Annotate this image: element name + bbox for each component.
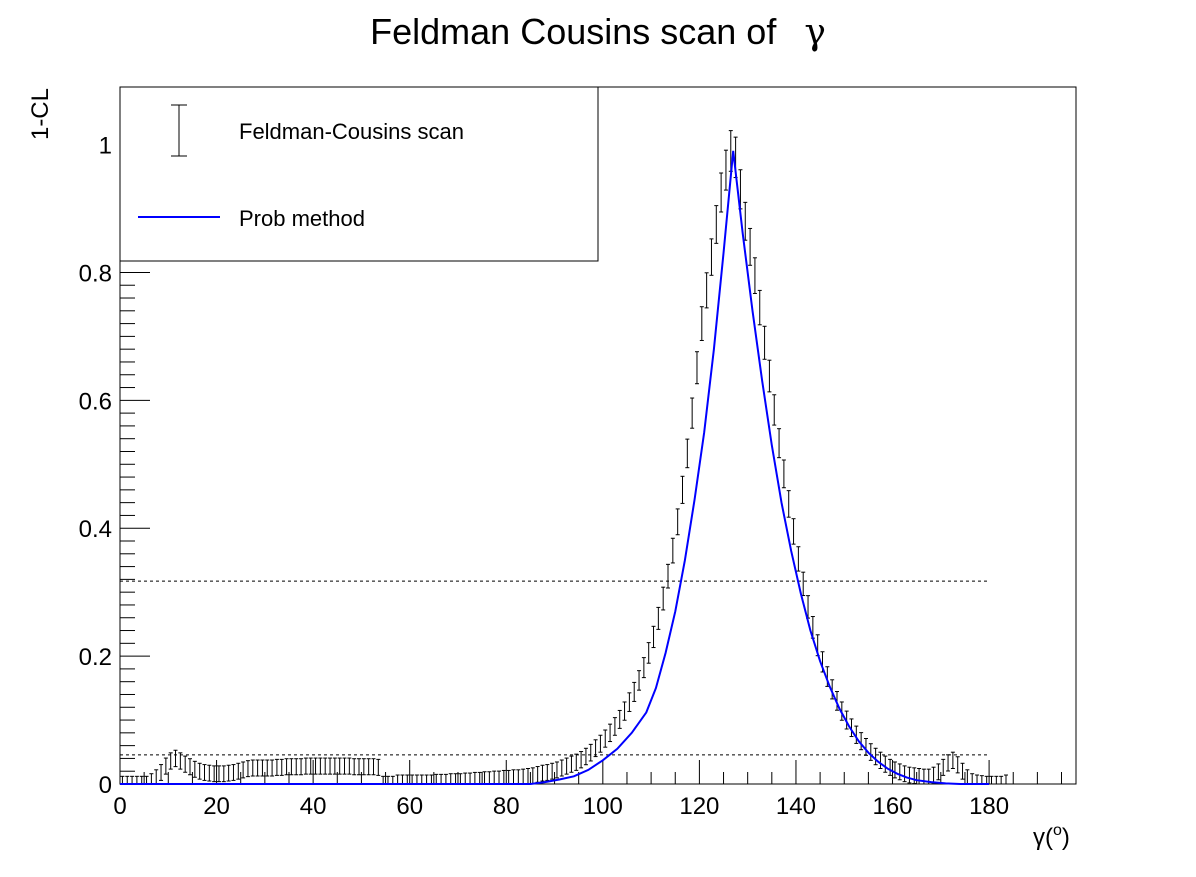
- legend-entry-fc: Feldman-Cousins scan: [171, 104, 464, 157]
- x-tick-label: 160: [873, 793, 913, 820]
- y-tick-label: 0.4: [79, 516, 112, 543]
- y-tick-label: 0.2: [79, 644, 112, 671]
- x-tick-label: 100: [583, 793, 623, 820]
- y-axis-label: 1-CL: [27, 88, 54, 140]
- y-tick-label: 0.8: [79, 260, 112, 287]
- x-tick-label: 20: [203, 793, 230, 820]
- x-tick-label: 40: [300, 793, 327, 820]
- x-tick-label: 180: [969, 793, 1009, 820]
- y-tick-label: 1: [99, 133, 112, 160]
- legend-box: [119, 86, 599, 262]
- legend: Feldman-Cousins scan Prob method: [119, 86, 599, 262]
- prob-method-line: [120, 150, 990, 785]
- chart-title-text: Feldman Cousins scan of: [370, 11, 777, 52]
- legend-fc-label: Feldman-Cousins scan: [239, 119, 464, 144]
- chart-title-symbol: γ: [804, 12, 826, 53]
- plot-area: 0 20 40 60 80 100 120 140 160 180 0 0.2 0.4 0.6 0.8 1: [79, 86, 1077, 820]
- x-tick-label: 140: [776, 793, 816, 820]
- y-tick-label: 0: [99, 772, 112, 799]
- x-tick-label: 80: [493, 793, 520, 820]
- x-tick-label: 60: [396, 793, 423, 820]
- x-axis-label: γ(o): [1033, 822, 1070, 851]
- chart-title: Feldman Cousins scan of γ: [370, 11, 826, 53]
- x-axis-label-main: γ(: [1033, 824, 1053, 851]
- legend-entry-prob: Prob method: [138, 206, 365, 231]
- x-tick-label: 120: [679, 793, 719, 820]
- x-axis-label-sup: o: [1053, 822, 1062, 839]
- x-tick-label: 0: [113, 793, 126, 820]
- x-axis-label-close: ): [1062, 824, 1070, 851]
- legend-prob-label: Prob method: [239, 206, 365, 231]
- y-tick-label: 0.6: [79, 388, 112, 415]
